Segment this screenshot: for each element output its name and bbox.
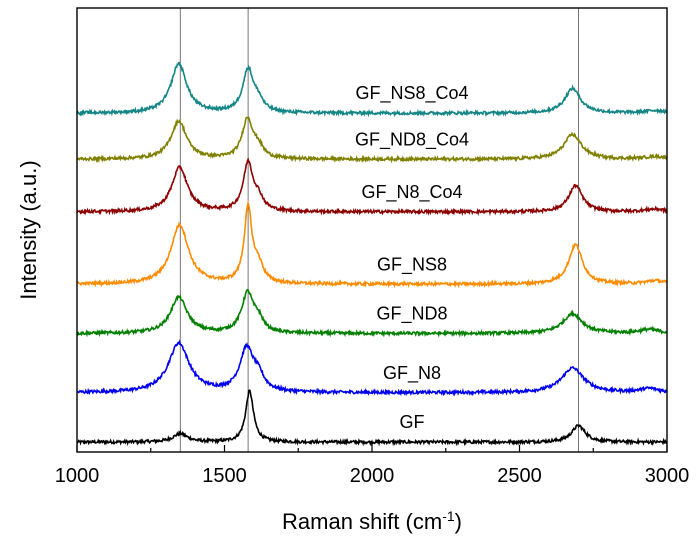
series-line-gf-n8-co4 — [76, 156, 668, 217]
series-label-gf-ns8-co4: GF_NS8_Co4 — [355, 83, 468, 104]
series-line-gf-nd8 — [76, 288, 668, 338]
x-tick-label-3000: 3000 — [645, 465, 690, 487]
series-label-gf: GF — [400, 412, 425, 432]
x-tick-label-2500: 2500 — [497, 465, 542, 487]
x-axis-ticks: 1000 1500 2000 2500 3000 — [55, 445, 690, 487]
y-axis-label: Intensity (a.u.) — [16, 160, 41, 299]
series-line-gf-nd8-co4 — [76, 116, 668, 164]
series-line-gf-ns8-co4 — [76, 61, 668, 118]
series-label-gf-nd8: GF_ND8 — [376, 304, 447, 325]
series-label-gf-n8: GF_N8 — [383, 363, 441, 384]
series-line-gf-ns8 — [76, 200, 668, 289]
series-line-gf — [76, 389, 668, 447]
series-label-gf-n8-co4: GF_N8_Co4 — [361, 182, 462, 203]
x-axis-label-superscript: -1 — [442, 508, 455, 524]
x-tick-label-2000: 2000 — [350, 465, 395, 487]
series-labels: GF GF_N8 GF_ND8 GF_NS8 GF_N8_Co4 GF_ND8_Co4 GF… — [355, 83, 469, 432]
x-tick-label-1000: 1000 — [55, 465, 100, 487]
series-label-gf-ns8: GF_NS8 — [377, 254, 447, 275]
series-line-gf-n8 — [76, 338, 668, 397]
series-label-gf-nd8-co4: GF_ND8_Co4 — [355, 129, 469, 150]
x-tick-label-1500: 1500 — [202, 465, 247, 487]
reference-lines — [179, 8, 579, 452]
series-layer — [76, 61, 668, 447]
x-axis-label: Raman shift (cm-1) — [282, 508, 462, 534]
